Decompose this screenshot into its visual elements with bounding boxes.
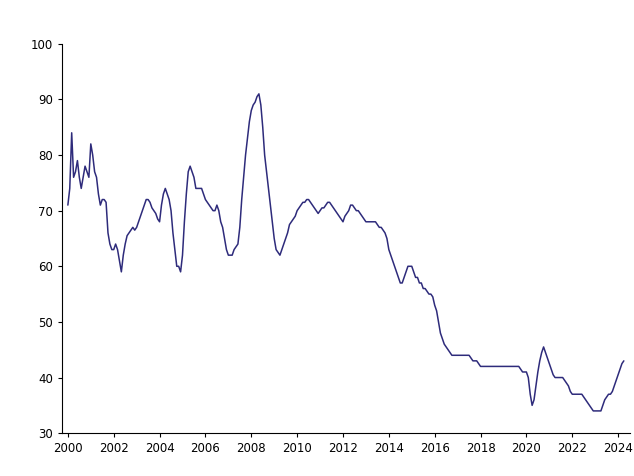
Text: Level: Level	[16, 13, 53, 26]
Text: Average Stocks Per Surveyor (Branch): Average Stocks Per Surveyor (Branch)	[179, 12, 480, 27]
